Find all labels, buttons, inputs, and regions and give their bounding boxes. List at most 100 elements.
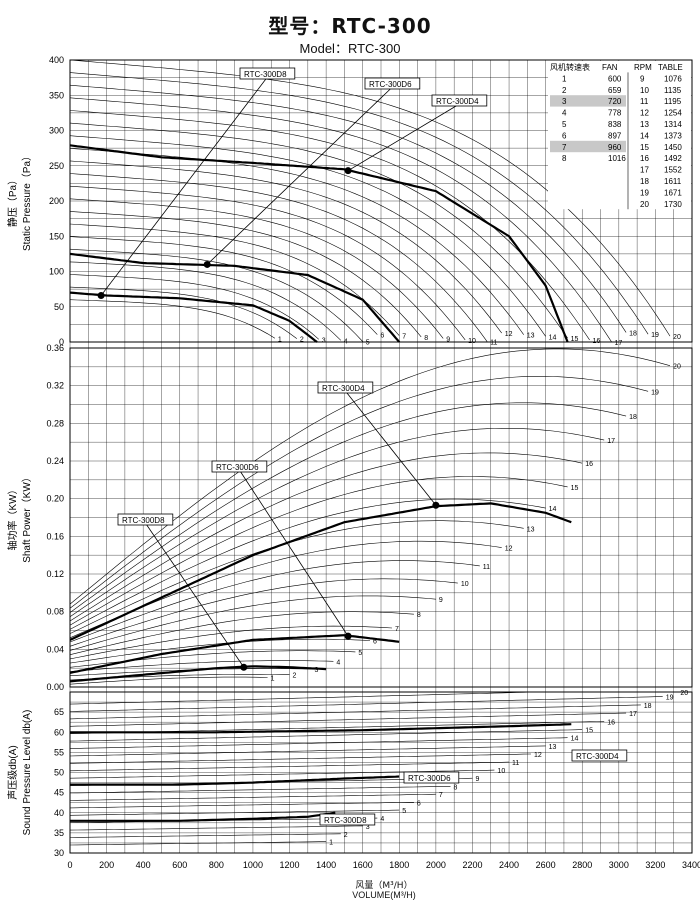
rpm-table-cell: 1076 [664, 74, 682, 83]
speed-curve-label: 20 [673, 334, 681, 341]
y-tick-label: 0.12 [46, 569, 64, 579]
rpm-table-cell: 15 [640, 143, 649, 152]
x-tick-label: 1600 [353, 860, 373, 870]
speed-curve-label: 7 [395, 626, 399, 633]
model-curve-rtc-300d4 [69, 502, 572, 641]
speed-curve [69, 236, 378, 335]
y-axis-label-en: Static Pressure（Pa） [21, 151, 33, 251]
speed-curve-label: 16 [593, 338, 601, 345]
rpm-table-cell: 1254 [664, 109, 682, 118]
speed-curve [69, 498, 546, 630]
speed-curve-label: 11 [512, 760, 519, 767]
speed-curve [69, 761, 510, 772]
speed-curve-label: 1 [278, 336, 282, 343]
rpm-table-cell: 9 [640, 74, 645, 83]
callout-leader [100, 76, 268, 296]
y-tick-label: 30 [54, 848, 64, 858]
speed-curve [69, 691, 678, 705]
speed-curve [69, 660, 334, 672]
rpm-table-cell: 1195 [664, 97, 682, 106]
panel-static-pressure: 0 50 100 150 200 250 300 350 400 静压（Pa） Static Pre… [6, 55, 693, 347]
rpm-table-cell: 13 [640, 120, 649, 129]
y-tick-label: 0.08 [46, 607, 64, 617]
speed-curve [69, 402, 627, 613]
speed-curve-label: 19 [651, 389, 659, 396]
rpm-table-cell: 1016 [608, 154, 626, 163]
rpm-table-cell: 16 [640, 154, 649, 163]
speed-curve [69, 595, 436, 651]
speed-curve [69, 428, 605, 618]
speed-curve [69, 753, 532, 764]
y-tick-label: 300 [49, 126, 64, 136]
y-tick-label: 0.28 [46, 418, 64, 428]
rpm-table-header: FAN [602, 63, 618, 72]
callout-leader [206, 86, 393, 265]
speed-curve [69, 376, 649, 609]
callout-box [317, 381, 374, 394]
x-tick-label: 2400 [499, 860, 519, 870]
y-tick-label: 0.36 [46, 343, 64, 353]
callout-label: RTC-300D4 [436, 97, 479, 106]
speed-curve [69, 248, 363, 342]
rpm-table-cell: 18 [640, 177, 649, 186]
rpm-table-cell: 17 [640, 166, 649, 175]
speed-curve [69, 160, 502, 334]
y-tick-label: 45 [54, 788, 64, 798]
speed-curve-label: 15 [585, 728, 593, 735]
speed-curve-label: 1 [271, 675, 275, 682]
rpm-table-cell: 720 [608, 97, 622, 106]
model-curve-rtc-300d8 [69, 665, 327, 683]
speed-curve [69, 676, 268, 685]
callout-leader [239, 469, 349, 637]
rpm-table-highlight [550, 95, 626, 107]
speed-curve [69, 97, 612, 342]
speed-curve [69, 712, 627, 727]
speed-curve [69, 611, 414, 655]
speed-curve-label: 2 [344, 832, 348, 839]
speed-curve [69, 274, 319, 340]
y-tick-label: 0.32 [46, 381, 64, 391]
x-tick-label: 2200 [462, 860, 482, 870]
speed-curve [69, 135, 546, 337]
speed-curve-label: 13 [527, 526, 535, 533]
y-tick-label: 0.16 [46, 531, 64, 541]
model-curve-rtc-300d4 [69, 144, 569, 343]
x-tick-label: 1400 [316, 860, 336, 870]
speed-curve [69, 745, 546, 757]
rpm-table-cell: 5 [562, 120, 567, 129]
y-tick-label: 100 [49, 267, 64, 277]
model-curve-rtc-300d8 [70, 811, 336, 822]
speed-curve-label: 7 [402, 334, 406, 341]
x-tick-label: 1000 [243, 860, 263, 870]
speed-curve-label: 14 [549, 506, 557, 513]
speed-curve-label: 6 [373, 639, 377, 646]
callout-box [319, 813, 376, 826]
speed-curve-label: 6 [417, 800, 421, 807]
model-curve-rtc-300d6 [69, 634, 400, 674]
speed-curve-label: 10 [468, 338, 476, 345]
rpm-table-header: RPM [634, 63, 652, 72]
y-tick-label: 400 [49, 55, 64, 65]
rpm-table-cell: 960 [608, 143, 622, 152]
y-tick-label: 40 [54, 808, 64, 818]
y-tick-label: 0.04 [46, 644, 64, 654]
speed-curve-label: 20 [680, 690, 688, 697]
callout-leader [347, 103, 460, 172]
rpm-table-cell: 11 [640, 97, 649, 106]
speed-curve-label: 3 [366, 824, 370, 831]
x-tick-label: 2000 [426, 860, 446, 870]
rpm-table-cell: 600 [608, 74, 622, 83]
callout-box [403, 771, 460, 784]
rpm-table-cell: 1611 [664, 177, 682, 186]
speed-curve [69, 476, 568, 626]
speed-curve [69, 122, 568, 339]
rpm-table-cell: 8 [562, 154, 567, 163]
speed-curve-label: 19 [651, 332, 659, 339]
speed-curve [69, 540, 502, 639]
speed-curve [69, 261, 342, 341]
callout-box [571, 749, 628, 762]
speed-curve [69, 729, 583, 742]
